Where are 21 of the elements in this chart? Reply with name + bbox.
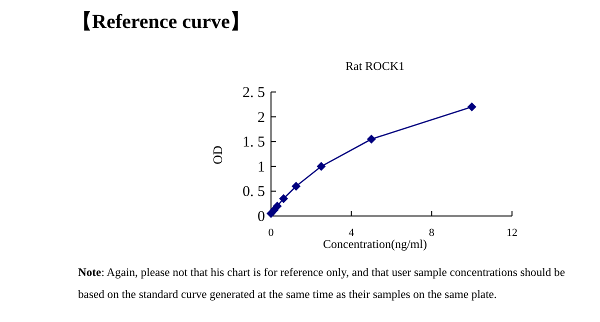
x-tick-label: 8 (428, 227, 435, 239)
point (292, 182, 301, 191)
x-tick-label: 4 (348, 227, 355, 239)
chart-title: 【Reference curve】 (72, 10, 250, 35)
point (316, 162, 326, 171)
text: Note: Again, please not that his chart is for reference only, and that user sample concentrations should be based on the standard curve generated at the same time as their samples on the same plate. (78, 265, 566, 303)
y-tick-label: 0. 5 (242, 184, 265, 200)
y-tick-label: 2. 5 (242, 85, 265, 101)
point (467, 102, 476, 112)
chart-subtitle: Rat ROCK1 (345, 59, 405, 73)
y-tick-label: 1. 5 (242, 134, 265, 151)
x-tick-label: 0 (268, 227, 274, 239)
point (272, 202, 282, 211)
y-axis-title: OD (210, 146, 225, 164)
x-tick-label: 12 (506, 227, 518, 239)
point (279, 194, 288, 204)
x-axis-title: Concentration(ng/ml) (323, 237, 427, 251)
y-tick-label: 2 (258, 110, 265, 126)
y-tick-label: 1 (258, 159, 265, 176)
point (366, 134, 376, 144)
y-tick-label: 0 (258, 209, 265, 225)
